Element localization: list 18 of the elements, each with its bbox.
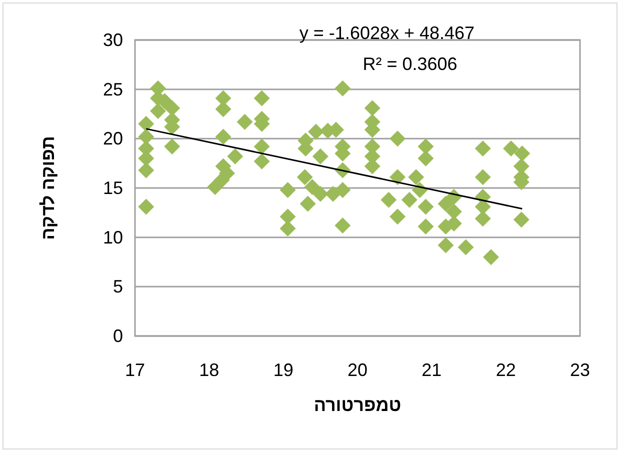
x-axis-title: טמפרטורה: [314, 395, 402, 415]
y-tick-label: 30: [102, 30, 123, 50]
y-tick-label: 15: [102, 178, 123, 198]
y-axis-title: תפוקה לדקה: [38, 136, 58, 240]
x-tick-label: 17: [124, 360, 146, 380]
y-tick-label: 25: [102, 79, 123, 100]
x-tick-label: 20: [347, 360, 368, 380]
x-tick-label: 19: [273, 360, 294, 380]
x-tick-label: 22: [496, 360, 516, 380]
y-tick-label: 10: [102, 227, 123, 248]
annotation: y = -1.6028x + 48.467: [299, 23, 475, 43]
y-tick-label: 0: [112, 326, 123, 346]
x-tick-label: 21: [422, 360, 442, 380]
annotation: R² = 0.3606: [362, 54, 458, 74]
y-tick-label: 5: [112, 276, 123, 297]
y-tick-label: 20: [102, 128, 123, 149]
x-tick-label: 18: [199, 360, 220, 380]
x-tick-label: 23: [570, 360, 590, 380]
